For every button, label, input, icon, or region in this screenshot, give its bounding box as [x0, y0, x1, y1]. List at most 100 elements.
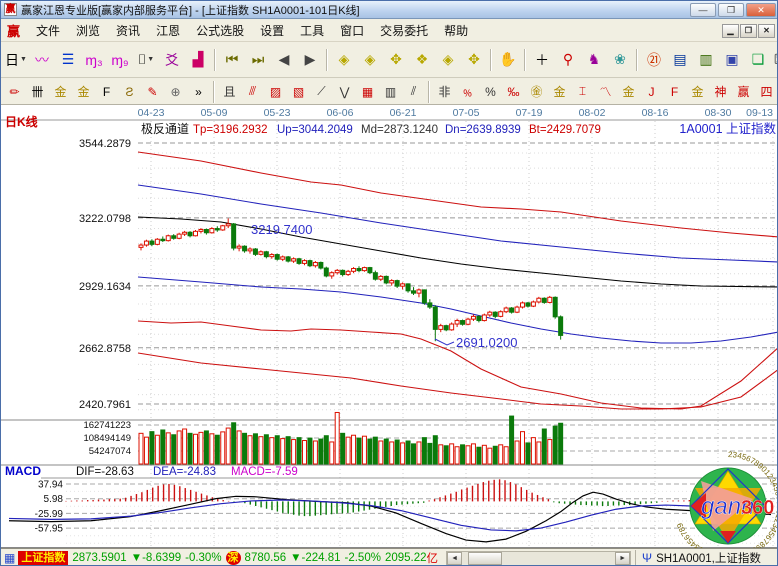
crosshair-icon[interactable]: ＋: [535, 51, 549, 68]
grid-icon[interactable]: ▥: [384, 84, 397, 99]
scroll-left-button[interactable]: ◄: [447, 551, 463, 565]
trend-line-icon[interactable]: ⟋: [317, 84, 326, 98]
spiral-icon[interactable]: Ƨ: [125, 84, 134, 99]
k-pen-icon[interactable]: ⌶: [578, 84, 587, 98]
shenzhen-badge[interactable]: 深: [225, 551, 241, 565]
j-angle-icon[interactable]: J: [648, 84, 655, 99]
workstation-icon[interactable]: ⌨: [772, 48, 777, 72]
dif-value-label: DIF=-28.63: [76, 466, 134, 478]
f-angle-icon[interactable]: F: [670, 84, 679, 99]
ying-angle-icon[interactable]: 赢: [737, 85, 750, 99]
notes-icon[interactable]: ▥: [699, 51, 713, 67]
avg-wave-icon[interactable]: 〽: [599, 85, 612, 99]
macd-axis-label: -57.95: [35, 524, 64, 535]
gold-angle-icon[interactable]: 金: [622, 85, 635, 99]
date-tick-label: 07-05: [453, 107, 480, 119]
menu-item-文件[interactable]: 文件: [36, 24, 61, 38]
scroll-right-button[interactable]: ►: [615, 551, 631, 565]
chip-distribution-icon[interactable]: 爻: [165, 51, 179, 68]
save-icon[interactable]: ▣: [725, 51, 739, 67]
candle-style-icon[interactable]: ⌷ ▼: [137, 51, 155, 67]
index-change: ▼-8.6399: [130, 552, 182, 564]
keyboard-panel-icon[interactable]: ▦: [4, 551, 16, 565]
menu-item-工具[interactable]: 工具: [300, 24, 325, 38]
kline-period-icon[interactable]: 日 ▼: [5, 51, 27, 68]
date-tick-label: 05-23: [264, 107, 291, 119]
pan-hand-icon[interactable]: ✋: [499, 51, 517, 67]
menu-item-江恩[interactable]: 江恩: [156, 24, 181, 38]
gold-ruler2-icon[interactable]: 金: [77, 85, 90, 99]
gann-grid-icon[interactable]: ✥: [468, 51, 480, 67]
next-icon[interactable]: ▶: [304, 51, 316, 67]
indicator-value: Dn=2639.8939: [445, 124, 521, 136]
wave9-icon[interactable]: ɱ₉: [111, 51, 129, 68]
calculator-icon[interactable]: ▤: [673, 51, 687, 67]
trend-wave-icon[interactable]: 〰: [35, 51, 49, 68]
quote-list-icon[interactable]: ☰: [61, 51, 75, 67]
gann-square-h-icon[interactable]: ✥: [390, 51, 402, 67]
shen-angle-icon[interactable]: 神: [714, 85, 727, 99]
menu-item-交易委托[interactable]: 交易委托: [380, 24, 429, 38]
menu-item-窗口[interactable]: 窗口: [340, 24, 365, 38]
mdi-minimize-button[interactable]: ▁: [722, 23, 739, 38]
mdi-close-button[interactable]: ✕: [758, 23, 775, 38]
index-badge[interactable]: 上证指数: [18, 551, 69, 565]
gold-levels-icon[interactable]: 金: [553, 85, 566, 99]
ray-fan-icon[interactable]: ⫻: [248, 84, 257, 98]
last-page-icon[interactable]: ⏭: [251, 51, 265, 67]
neural-icon[interactable]: ❀: [614, 51, 626, 67]
box-ray-icon[interactable]: ▧: [292, 84, 305, 99]
turnover-value: 2095.22: [384, 552, 427, 564]
calendar-icon[interactable]: ㉑: [647, 51, 661, 68]
measure-pen-icon[interactable]: ✎: [147, 84, 158, 99]
bars-tool-icon[interactable]: 非: [438, 85, 451, 99]
gann-square-right-icon[interactable]: ◈: [364, 51, 376, 67]
more-tools-icon[interactable]: »: [195, 84, 202, 99]
chart-svg[interactable]: 3544.2879 3222.0798 2929.1634 2662.8758 2420…: [1, 105, 778, 562]
percent-slope-icon[interactable]: ﹪: [461, 85, 474, 99]
gann-square-v-icon[interactable]: ❖: [415, 51, 429, 67]
gann-fan-icon[interactable]: ◈: [442, 51, 454, 67]
time-ruler-icon[interactable]: 卌: [31, 85, 44, 99]
menu-item-浏览[interactable]: 浏览: [76, 24, 101, 38]
indicator-value: Up=3044.2049: [277, 124, 353, 136]
menu-item-资讯[interactable]: 资讯: [116, 24, 141, 38]
menu-item-帮助[interactable]: 帮助: [444, 24, 469, 38]
gann-square-left-icon[interactable]: ◈: [338, 51, 350, 67]
mdi-restore-button[interactable]: ❐: [740, 23, 757, 38]
logo-gann-text: gann: [701, 493, 754, 520]
parallel-lines-icon[interactable]: ⫽: [410, 84, 417, 98]
red-grid-icon[interactable]: ▦: [361, 84, 374, 99]
cycle-circle-icon[interactable]: ⊕: [170, 84, 181, 99]
date-tick-label: 08-30: [705, 107, 732, 119]
box-tool-icon[interactable]: 且: [223, 85, 236, 99]
volume-axis-label: 108494149: [83, 433, 131, 444]
permille-icon[interactable]: ‰: [507, 84, 520, 99]
gold-slant-icon[interactable]: 金: [691, 85, 704, 99]
gold-circle-icon[interactable]: ㊎: [530, 85, 543, 99]
draw-pencil-icon[interactable]: ✏: [9, 84, 20, 99]
zoom-icon[interactable]: ⚲: [562, 51, 574, 67]
date-tick-label: 08-02: [579, 107, 606, 119]
scrollbar-thumb[interactable]: [468, 551, 503, 565]
horizontal-scrollbar[interactable]: ◄ ►: [446, 550, 632, 565]
pattern-icon[interactable]: ♞: [587, 51, 601, 67]
gold-ruler1-icon[interactable]: 金: [54, 85, 67, 99]
restore-button[interactable]: ❐: [718, 2, 744, 17]
percent-icon[interactable]: %: [485, 84, 496, 99]
menu-item-公式选股[interactable]: 公式选股: [196, 24, 245, 38]
first-page-icon[interactable]: ⏮: [225, 51, 239, 67]
chart-area[interactable]: 3544.2879 3222.0798 2929.1634 2662.8758 2420…: [1, 105, 778, 562]
wave3-icon[interactable]: ɱ₃: [85, 51, 103, 68]
close-button[interactable]: ✕: [746, 2, 776, 17]
multi-chart-icon[interactable]: ❏: [751, 51, 765, 67]
prev-icon[interactable]: ◀: [278, 51, 290, 67]
menu-item-设置[interactable]: 设置: [260, 24, 285, 38]
box-fan-icon[interactable]: ▨: [269, 84, 282, 99]
zigzag-icon[interactable]: ⋁: [339, 84, 350, 99]
si-angle-icon[interactable]: 四: [760, 85, 773, 99]
fibo-ruler-icon[interactable]: F: [102, 84, 111, 99]
profile-chart-icon[interactable]: ▟: [192, 51, 204, 67]
minimize-button[interactable]: —: [690, 2, 716, 17]
